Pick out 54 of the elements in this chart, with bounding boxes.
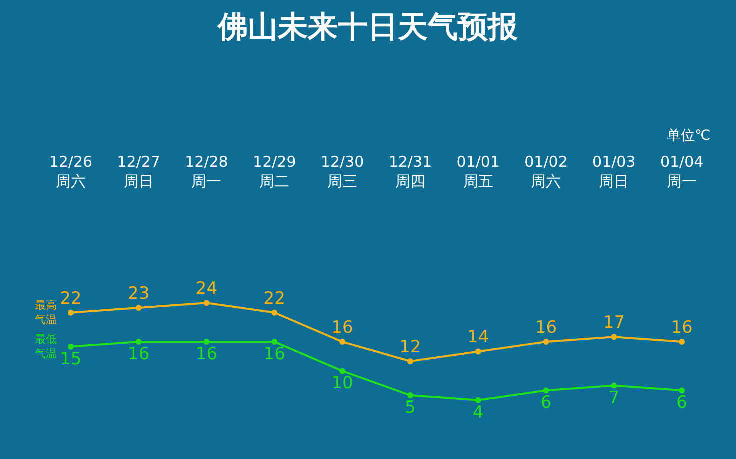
chart-title: 佛山未来十日天气预报 [217, 10, 519, 46]
x-tick-label: 12/27 周日 [117, 153, 160, 191]
data-label: 16 [264, 344, 286, 365]
data-label: 23 [128, 284, 150, 304]
point [407, 392, 414, 399]
point [204, 300, 210, 306]
point [340, 339, 346, 346]
data-label: 16 [671, 318, 693, 338]
data-label: 16 [332, 318, 354, 338]
x-tick-label: 12/31 周四 [388, 153, 432, 191]
data-label: 5 [405, 398, 416, 418]
point [272, 310, 278, 316]
x-tick-label: 12/30 周三 [320, 153, 364, 191]
data-label: 24 [196, 279, 218, 300]
point [68, 310, 74, 316]
data-label: 22 [264, 288, 286, 309]
point [475, 348, 482, 355]
data-label: 6 [540, 393, 552, 414]
point [68, 344, 74, 350]
data-label: 14 [468, 328, 490, 348]
point [611, 334, 618, 340]
point [407, 358, 414, 364]
point [136, 339, 142, 346]
text: 单位℃ [667, 128, 711, 144]
data-label: 16 [535, 318, 558, 338]
data-label: 22 [60, 288, 82, 309]
data-label: 15 [60, 349, 82, 370]
data-label: 7 [608, 388, 620, 408]
series-label: 最低气温 [35, 333, 57, 360]
point [679, 388, 686, 394]
point [543, 339, 550, 346]
x-tick-label: 12/29 周二 [253, 153, 296, 191]
point [272, 339, 278, 346]
x-tick-label: 01/03 周日 [592, 153, 636, 191]
point [204, 339, 210, 346]
point [679, 339, 686, 346]
x-tick-label: 12/28 周一 [185, 153, 228, 191]
x-tick-label: 01/02 周六 [524, 153, 568, 191]
series-label: 最高气温 [35, 299, 57, 326]
data-label: 10 [332, 374, 354, 394]
point [340, 368, 346, 374]
data-label: 16 [196, 344, 218, 365]
data-label: 12 [400, 337, 422, 358]
point [475, 397, 482, 404]
point [611, 382, 618, 389]
point [136, 304, 142, 311]
x-tick-label: 12/26 周六 [49, 153, 93, 191]
data-label: 4 [472, 402, 484, 423]
data-label: 17 [603, 313, 625, 334]
data-label: 6 [676, 393, 688, 414]
point [543, 388, 550, 394]
x-tick-label: 01/04 周一 [660, 153, 704, 191]
data-label: 16 [128, 344, 150, 365]
x-tick-label: 01/01 周五 [456, 153, 500, 191]
